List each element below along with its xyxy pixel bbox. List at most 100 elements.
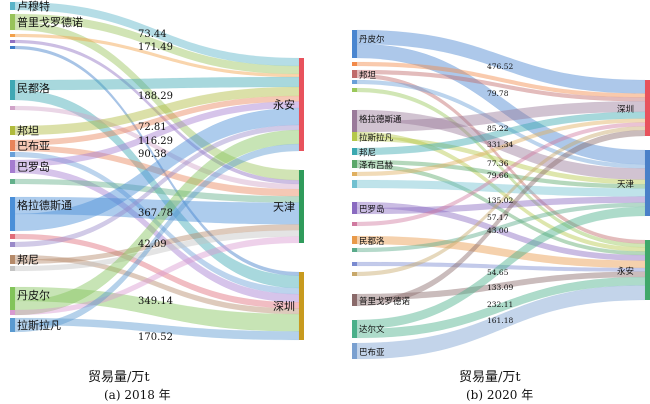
source-node bbox=[352, 248, 357, 252]
source-node bbox=[10, 179, 15, 184]
value-label: 133.09 bbox=[487, 283, 513, 292]
source-label: 丹皮尔 bbox=[17, 289, 50, 302]
source-label: 卢穆特 bbox=[17, 0, 50, 13]
xlabel-2020: 贸易量/万t bbox=[459, 370, 521, 385]
source-label: 巴罗岛 bbox=[359, 204, 385, 215]
value-label: 116.29 bbox=[138, 136, 173, 147]
source-node bbox=[10, 197, 15, 231]
source-node bbox=[352, 222, 357, 226]
source-label: 巴罗岛 bbox=[17, 160, 50, 174]
source-node bbox=[10, 242, 15, 247]
source-node bbox=[352, 88, 357, 92]
source-label: 邦坦 bbox=[359, 70, 377, 81]
source-node bbox=[10, 318, 15, 332]
source-label: 邦尼 bbox=[359, 148, 376, 159]
value-label: 171.49 bbox=[138, 42, 173, 53]
target-node bbox=[645, 240, 650, 300]
target-node bbox=[299, 58, 304, 151]
target-label: 深圳 bbox=[273, 300, 295, 313]
source-node bbox=[352, 80, 357, 84]
target-label: 深圳 bbox=[617, 104, 634, 115]
source-label: 民都洛 bbox=[359, 236, 385, 247]
source-label: 达尔文 bbox=[359, 324, 385, 335]
value-label: 73.44 bbox=[138, 29, 167, 40]
value-label: 79.78 bbox=[487, 89, 509, 98]
source-node bbox=[352, 262, 357, 266]
value-label: 42.09 bbox=[138, 239, 167, 250]
caption-2020: (b) 2020 年 bbox=[466, 388, 534, 402]
value-label: 476.52 bbox=[487, 62, 513, 71]
source-node bbox=[352, 294, 357, 306]
source-node bbox=[352, 202, 357, 214]
links bbox=[14, 1, 300, 341]
source-node bbox=[352, 236, 357, 244]
source-node bbox=[10, 40, 15, 43]
source-node bbox=[10, 80, 15, 100]
value-label: 90.38 bbox=[138, 149, 167, 160]
source-node bbox=[352, 148, 357, 155]
source-node bbox=[10, 46, 15, 49]
target-label: 永安 bbox=[273, 98, 295, 112]
source-node bbox=[352, 70, 357, 78]
source-node bbox=[352, 320, 357, 338]
value-label: 161.18 bbox=[487, 316, 513, 325]
source-node bbox=[10, 234, 15, 239]
target-label: 天津 bbox=[273, 201, 295, 214]
source-node bbox=[10, 255, 15, 264]
source-label: 巴布亚 bbox=[17, 140, 50, 153]
flow-link bbox=[14, 76, 300, 91]
links bbox=[356, 29, 646, 360]
source-label: 邦坦 bbox=[17, 124, 39, 138]
target-node bbox=[299, 272, 304, 340]
value-label: 188.29 bbox=[138, 91, 173, 102]
value-label: 77.36 bbox=[487, 159, 509, 168]
source-node bbox=[352, 172, 357, 176]
value-label: 349.14 bbox=[138, 296, 173, 307]
value-label: 72.81 bbox=[138, 122, 167, 133]
source-node bbox=[10, 160, 15, 173]
source-label: 泽布吕赫 bbox=[359, 160, 394, 171]
target-node bbox=[299, 170, 304, 243]
source-label: 拉斯拉凡 bbox=[359, 133, 394, 144]
value-label: 170.52 bbox=[138, 332, 173, 343]
source-node bbox=[10, 106, 15, 110]
source-node bbox=[352, 62, 357, 66]
value-label: 54.65 bbox=[487, 268, 509, 277]
source-node bbox=[10, 14, 15, 30]
source-node bbox=[352, 30, 357, 58]
source-label: 普里戈罗德诺 bbox=[359, 296, 411, 307]
source-node bbox=[10, 266, 15, 271]
source-node bbox=[352, 343, 357, 359]
source-node bbox=[10, 34, 15, 37]
source-node bbox=[10, 140, 15, 151]
source-node bbox=[10, 287, 15, 315]
value-label: 331.34 bbox=[487, 140, 513, 149]
source-node bbox=[10, 2, 15, 10]
value-label: 43.00 bbox=[487, 226, 509, 235]
value-label: 79.66 bbox=[487, 171, 509, 180]
target-node bbox=[645, 80, 650, 136]
value-label: 135.02 bbox=[487, 196, 513, 205]
source-label: 民都洛 bbox=[17, 81, 50, 95]
source-node bbox=[10, 126, 15, 135]
source-node bbox=[352, 160, 357, 168]
source-node bbox=[352, 180, 357, 188]
value-label: 367.78 bbox=[138, 208, 173, 219]
source-node bbox=[352, 272, 357, 276]
source-label: 普里戈罗德诺 bbox=[17, 15, 83, 29]
value-label: 85.22 bbox=[487, 124, 509, 133]
source-node bbox=[352, 132, 357, 141]
source-label: 拉斯拉凡 bbox=[17, 318, 61, 332]
source-label: 邦尼 bbox=[17, 254, 39, 267]
target-node bbox=[645, 150, 650, 216]
value-label: 57.17 bbox=[487, 213, 509, 222]
source-label: 格拉德斯通 bbox=[359, 114, 402, 125]
source-label: 丹皮尔 bbox=[359, 34, 385, 45]
value-label: 232.11 bbox=[487, 300, 513, 309]
caption-2018: (a) 2018 年 bbox=[104, 388, 171, 402]
source-node bbox=[352, 110, 357, 132]
target-label: 永安 bbox=[617, 266, 634, 277]
